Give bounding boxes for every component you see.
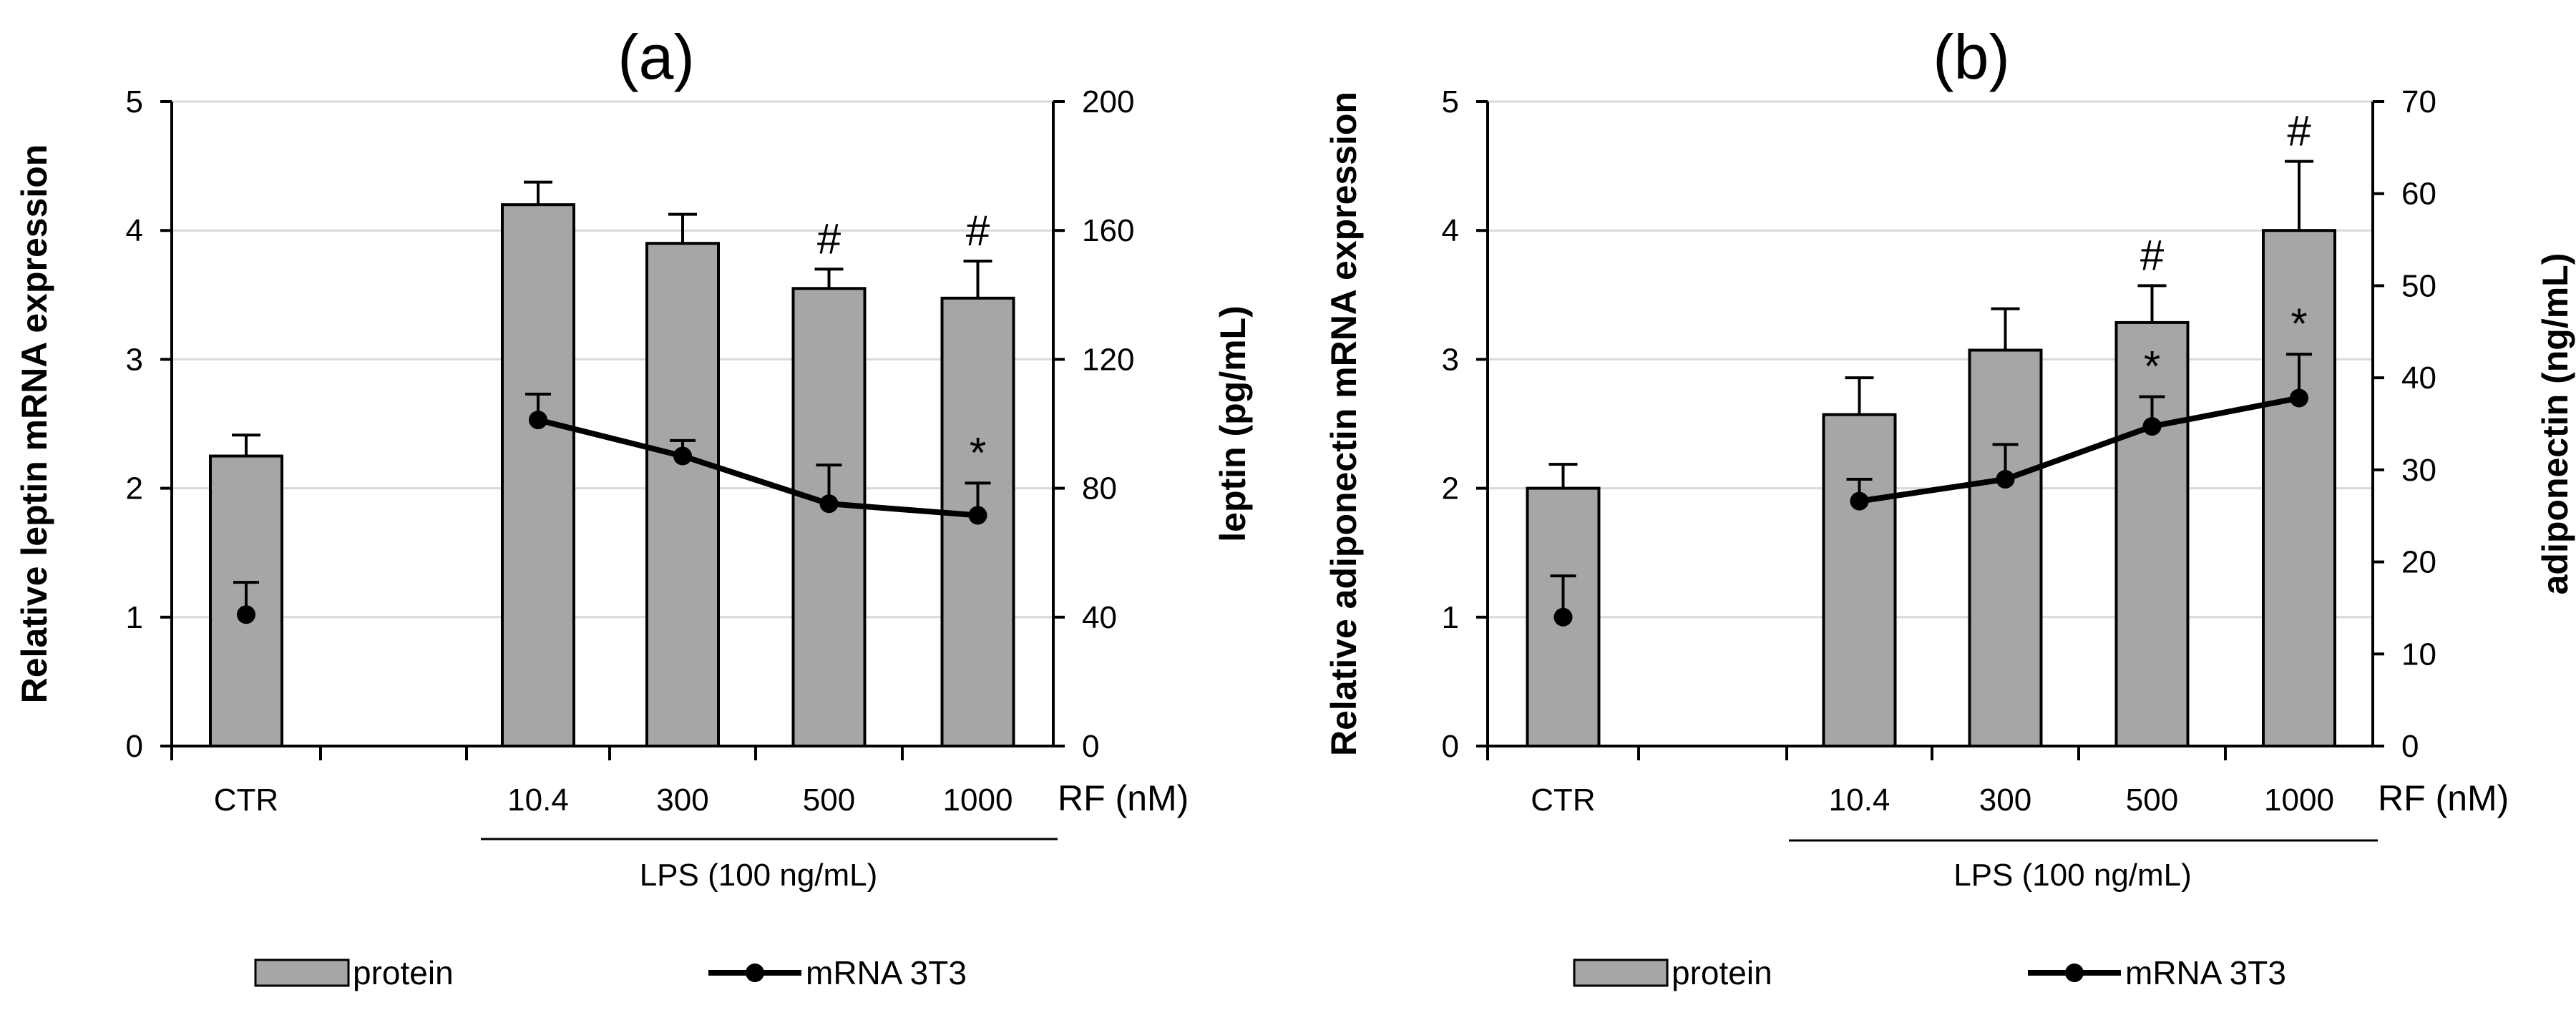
y-tick-label-left: 1 xyxy=(126,600,143,635)
significance-hash: # xyxy=(966,207,990,255)
y-tick-label-left: 0 xyxy=(1442,729,1459,764)
bar-protein xyxy=(791,287,867,748)
x-category-label: 300 xyxy=(1979,783,2031,818)
line-mrna xyxy=(1858,395,2300,504)
panel-a-chart: 0 1 2 3 4 5 0 40 80 120 160 200 CTR 10.4 300 500 1000 RF … xyxy=(14,21,1253,893)
y-tick-label-left: 4 xyxy=(126,213,143,248)
point-mrna xyxy=(1553,607,1573,627)
significance-hash: # xyxy=(2140,231,2165,279)
bar-protein xyxy=(501,203,575,748)
y-tick-label-right: 60 xyxy=(2401,177,2436,212)
x-unit-label: RF (nM) xyxy=(2378,778,2509,818)
y-tick-label-left: 3 xyxy=(1442,342,1459,377)
y-tick-label-right: 70 xyxy=(2401,84,2436,119)
x-category-label: 10.4 xyxy=(507,783,569,818)
legend-panel-b: protein mRNA 3T3 xyxy=(1573,954,2286,991)
y-tick-label-left: 1 xyxy=(1442,600,1459,635)
significance-hash: # xyxy=(2287,107,2311,155)
y-tick-label-left: 3 xyxy=(126,342,143,377)
y-axis-title-left: Relative adiponectin mRNA expression xyxy=(1324,92,1364,756)
line-mrna xyxy=(537,417,978,519)
legend-label-mrna: mRNA 3T3 xyxy=(806,954,967,991)
point-mrna xyxy=(819,494,839,514)
legend-label-protein: protein xyxy=(353,954,454,991)
y-tick-label-right: 40 xyxy=(1082,600,1117,635)
x-unit-label: RF (nM) xyxy=(1058,778,1189,818)
y-tick-label-right: 120 xyxy=(1082,342,1134,377)
point-mrna xyxy=(1850,491,1869,511)
legend-label-mrna: mRNA 3T3 xyxy=(2125,954,2286,991)
y-tick-label-right: 20 xyxy=(2401,545,2436,580)
bar-protein xyxy=(1822,413,1897,748)
y-axis-title-left: Relative leptin mRNA expression xyxy=(14,144,54,704)
y-tick-label-right: 40 xyxy=(2401,361,2436,396)
legend-swatch-point xyxy=(746,963,764,982)
x-category-label: CTR xyxy=(214,783,278,818)
panel-title: (b) xyxy=(1933,21,2010,92)
y-tick-label-right: 80 xyxy=(1082,471,1117,506)
legend-swatch-protein xyxy=(254,958,350,987)
significance-star: * xyxy=(2290,300,2307,348)
bar-protein xyxy=(2114,320,2190,747)
x-category-label: 1000 xyxy=(2264,783,2334,818)
y-tick-label-left: 0 xyxy=(126,729,143,764)
y-tick-label-left: 5 xyxy=(1442,84,1459,119)
x-category-label: 500 xyxy=(803,783,855,818)
bar-protein xyxy=(645,242,720,748)
significance-hash: # xyxy=(817,215,841,263)
point-mrna xyxy=(2142,417,2162,436)
y-tick-label-right: 50 xyxy=(2401,268,2436,303)
y-tick-label-left: 2 xyxy=(126,471,143,506)
point-mrna xyxy=(529,411,547,430)
x-category-label: CTR xyxy=(1531,783,1595,818)
significance-star: * xyxy=(970,428,986,476)
x-category-label: 10.4 xyxy=(1829,783,1890,818)
y-tick-label-right: 0 xyxy=(2401,729,2419,764)
group-label: LPS (100 ng/mL) xyxy=(640,858,878,893)
legend-swatch-protein xyxy=(1573,958,1669,987)
y-tick-label-right: 0 xyxy=(1082,729,1099,764)
group-label: LPS (100 ng/mL) xyxy=(1953,858,2192,893)
y-tick-label-left: 2 xyxy=(1442,471,1459,506)
x-category-label: 1000 xyxy=(943,783,1013,818)
point-mrna xyxy=(968,506,987,525)
legend-swatch-point xyxy=(2065,963,2084,982)
panel-title: (a) xyxy=(618,21,695,92)
y-tick-label-left: 4 xyxy=(1442,213,1459,248)
x-category-label: 300 xyxy=(656,783,708,818)
point-mrna xyxy=(673,446,692,466)
y-tick-label-left: 5 xyxy=(126,84,143,119)
y-tick-label-right: 10 xyxy=(2401,637,2436,672)
y-tick-label-right: 30 xyxy=(2401,453,2436,488)
y-axis-title-right: adiponectin (ng/mL) xyxy=(2535,253,2575,595)
y-axis-title-right: leptin (pg/mL) xyxy=(1213,305,1253,542)
legend-panel-a: protein mRNA 3T3 xyxy=(254,954,967,991)
point-mrna xyxy=(1996,469,2015,489)
legend-label-protein: protein xyxy=(1672,954,1772,991)
significance-star: * xyxy=(2144,343,2160,391)
point-mrna xyxy=(2290,388,2308,408)
x-category-label: 500 xyxy=(2126,783,2178,818)
bar-protein xyxy=(1968,348,2043,747)
point-mrna xyxy=(237,605,255,624)
y-tick-label-right: 160 xyxy=(1082,213,1134,248)
y-tick-label-right: 200 xyxy=(1082,84,1134,119)
